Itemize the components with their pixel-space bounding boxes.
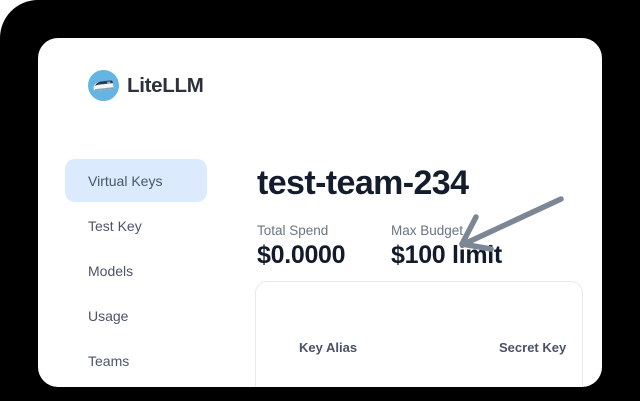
sidebar-item-label: Test Key xyxy=(88,217,142,234)
total-spend-value: $0.0000 xyxy=(257,241,346,269)
max-budget-stat: Max Budget $100 limit xyxy=(391,223,502,270)
column-header-secret-key: Secret Key xyxy=(499,340,567,355)
keys-table-header-row: Key Alias Secret Key xyxy=(256,340,582,360)
total-spend-stat: Total Spend $0.0000 xyxy=(257,223,346,270)
sidebar-item-label: Teams xyxy=(88,352,130,369)
sidebar-item-test-key[interactable]: Test Key xyxy=(65,204,207,247)
sidebar-item-label: Usage xyxy=(88,307,129,324)
max-budget-value: $100 limit xyxy=(391,241,502,269)
sidebar-item-models[interactable]: Models xyxy=(65,249,207,292)
sidebar-item-label: Models xyxy=(88,262,134,279)
sidebar-item-usage[interactable]: Usage xyxy=(65,294,207,337)
litellm-logo[interactable]: LiteLLM xyxy=(88,70,204,101)
app-title: LiteLLM xyxy=(127,73,204,97)
keys-table-card: Key Alias Secret Key xyxy=(255,281,583,387)
litellm-window: LiteLLM Virtual Keys Test Key Models Usa… xyxy=(38,38,602,387)
team-title: test-team-234 xyxy=(257,164,469,202)
max-budget-label: Max Budget xyxy=(391,223,464,238)
column-header-key-alias: Key Alias xyxy=(299,340,358,355)
train-icon xyxy=(88,70,119,101)
sidebar-item-virtual-keys[interactable]: Virtual Keys xyxy=(65,159,207,202)
total-spend-label: Total Spend xyxy=(257,223,329,238)
sidebar-item-teams[interactable]: Teams xyxy=(65,339,207,382)
sidebar-item-label: Virtual Keys xyxy=(88,172,163,189)
sidebar-nav: Virtual Keys Test Key Models Usage Teams xyxy=(65,159,207,382)
